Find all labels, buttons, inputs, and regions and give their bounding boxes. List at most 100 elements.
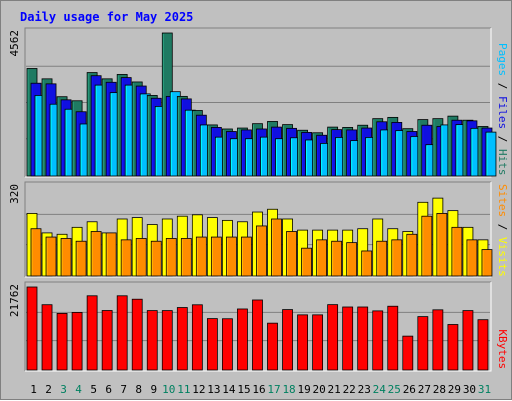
bar-sites-day-3 — [60, 238, 72, 277]
day-label-29: 29 — [448, 383, 461, 396]
day-label-14: 14 — [222, 383, 236, 396]
bar-sites-day-1 — [30, 228, 42, 277]
legend-entry: / — [496, 129, 509, 149]
bar-kbytes-day-7 — [116, 295, 128, 371]
legend-entry: Pages — [496, 43, 509, 76]
bar-kbytes-day-25 — [387, 305, 399, 371]
panel-max-label: 4562 — [8, 30, 21, 57]
legend-entry: Visits — [496, 237, 509, 277]
bar-kbytes-day-31 — [477, 319, 489, 371]
x-axis-day-labels: 1 2 3 4 5 6 7 8 9 10 11 12 13 14 15 16 17 18 19 20 21 22 23 24 2… — [30, 383, 491, 396]
day-label-4: 4 — [75, 383, 82, 396]
bar-sites-day-12 — [195, 236, 207, 277]
bar-sites-day-9 — [150, 240, 162, 277]
legend-entry: Hits — [496, 149, 509, 176]
legend-entry: Files — [496, 96, 509, 129]
day-label-2: 2 — [45, 383, 52, 396]
bar-kbytes-day-5 — [86, 295, 98, 371]
day-label-8: 8 — [135, 383, 142, 396]
bar-kbytes-day-4 — [71, 312, 83, 371]
bar-kbytes-day-15 — [237, 308, 248, 371]
panel-legend: Sites / Visits — [496, 184, 509, 277]
bar-sites-day-6 — [105, 232, 117, 277]
bar-kbytes-day-1 — [26, 286, 38, 371]
bar-sites-day-13 — [210, 236, 222, 277]
bar-sites-day-15 — [241, 236, 252, 277]
bar-kbytes-day-28 — [432, 309, 444, 371]
bar-kbytes-day-16 — [252, 299, 263, 371]
day-label-10: 10 — [162, 383, 175, 396]
bar-kbytes-day-8 — [131, 298, 143, 371]
bar-sites-day-30 — [466, 239, 478, 277]
panel-max-label: 21762 — [8, 284, 21, 317]
bar-kbytes-day-20 — [312, 314, 324, 371]
day-label-6: 6 — [105, 383, 112, 396]
day-label-18: 18 — [282, 383, 295, 396]
day-label-26: 26 — [403, 383, 416, 396]
panel-max-label: 320 — [8, 184, 21, 204]
panel-hits-files-pages: 4562 Pages / Files / Hits — [8, 27, 509, 178]
plot-border-light — [25, 282, 492, 372]
day-label-27: 27 — [418, 383, 431, 396]
bar-kbytes-day-21 — [327, 304, 339, 371]
day-label-22: 22 — [343, 383, 356, 396]
bar-kbytes-day-3 — [56, 313, 68, 371]
day-label-24: 24 — [373, 383, 387, 396]
panel-legend: KBytes — [496, 329, 509, 369]
bar-kbytes-day-12 — [191, 304, 203, 371]
plot-border-dark — [24, 27, 491, 177]
panel-visits-sites: 320 Sites / Visits — [8, 181, 509, 278]
legend-entry: / — [496, 217, 509, 237]
bar-sites-day-5 — [90, 231, 102, 277]
bar-kbytes-day-19 — [297, 314, 308, 371]
bar-sites-day-7 — [120, 239, 132, 277]
bar-kbytes-day-14 — [222, 318, 233, 371]
day-label-30: 30 — [463, 383, 476, 396]
day-label-5: 5 — [90, 383, 97, 396]
day-label-28: 28 — [433, 383, 446, 396]
day-label-15: 15 — [237, 383, 250, 396]
bar-sites-day-2 — [45, 236, 57, 277]
bar-kbytes-day-23 — [357, 306, 369, 371]
bar-sites-day-14 — [226, 236, 237, 277]
day-label-1: 1 — [30, 383, 37, 396]
bar-kbytes-day-22 — [342, 306, 354, 371]
bar-sites-day-10 — [165, 238, 177, 277]
bar-kbytes-day-9 — [146, 310, 158, 371]
legend-entry: KBytes — [496, 329, 509, 369]
bar-kbytes-day-24 — [372, 310, 384, 371]
bar-sites-day-26 — [406, 233, 418, 277]
panel-legend: Pages / Files / Hits — [496, 43, 509, 176]
bar-kbytes-day-13 — [206, 318, 218, 371]
plot-border-light — [25, 182, 492, 278]
day-label-13: 13 — [207, 383, 220, 396]
bar-sites-day-24 — [376, 240, 388, 277]
bar-sites-day-28 — [436, 213, 448, 277]
bar-sites-day-19 — [301, 247, 312, 277]
legend-entry: Sites — [496, 184, 509, 217]
day-label-7: 7 — [120, 383, 127, 396]
bar-sites-day-16 — [256, 225, 267, 277]
bar-pages-day-31 — [485, 131, 497, 177]
bar-kbytes-day-11 — [176, 307, 188, 371]
bar-sites-day-31 — [481, 249, 493, 277]
day-label-11: 11 — [177, 383, 190, 396]
day-label-17: 17 — [267, 383, 280, 396]
bar-kbytes-day-17 — [267, 322, 278, 371]
bar-sites-day-22 — [346, 242, 358, 277]
day-label-12: 12 — [192, 383, 205, 396]
day-label-31: 31 — [478, 383, 491, 396]
bar-kbytes-day-29 — [447, 324, 459, 371]
plot-border-dark — [24, 181, 491, 277]
bar-kbytes-day-6 — [101, 310, 113, 371]
chart-panels: 4562 Pages / Files / Hits 320 Sites / Visit… — [8, 27, 509, 372]
bar-sites-day-20 — [316, 239, 328, 277]
day-label-20: 20 — [313, 383, 326, 396]
legend-entry: / — [496, 76, 509, 96]
plot-border-dark — [24, 281, 491, 371]
bar-kbytes-day-27 — [417, 316, 429, 371]
chart-title: Daily usage for May 2025 — [20, 10, 193, 24]
panel-kbytes: 21762 KBytes — [8, 281, 509, 372]
